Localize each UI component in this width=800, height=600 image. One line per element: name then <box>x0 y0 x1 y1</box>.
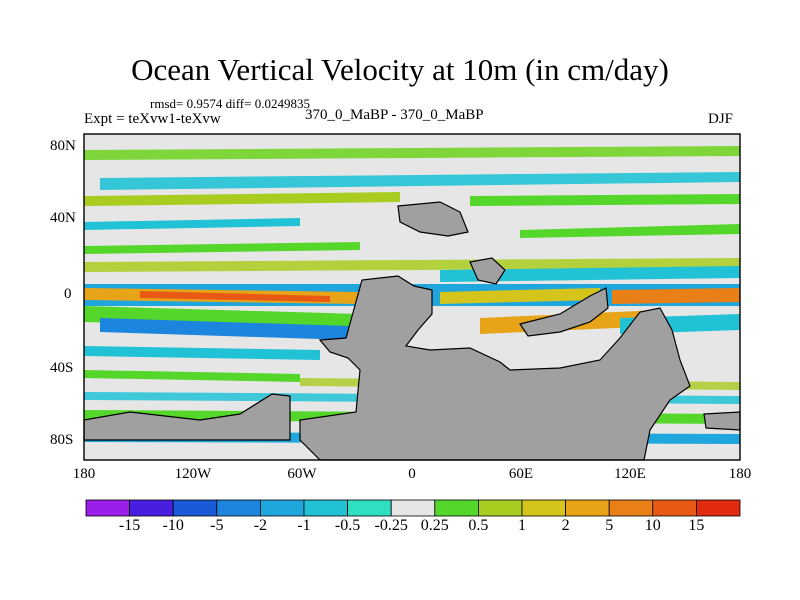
contour-band <box>100 318 350 340</box>
colorbar-label: 2 <box>561 517 570 534</box>
contour-band <box>100 172 740 190</box>
experiment-label: Expt = teXvw1-teXvw <box>84 111 221 127</box>
colorbar-label: -5 <box>210 517 224 534</box>
lat-label-40n: 40N <box>50 210 76 226</box>
lon-label-0: 0 <box>408 466 416 482</box>
colorbar-label: 0.25 <box>420 517 449 534</box>
colorbar-label: -2 <box>253 517 268 534</box>
lon-label-120w: 120W <box>174 466 212 482</box>
lon-label-120e: 120E <box>614 466 646 482</box>
lon-label-180e: 180 <box>728 466 752 482</box>
contour-band <box>140 291 330 302</box>
colorbar-swatch <box>347 499 392 517</box>
lat-label-80s: 80S <box>50 432 74 448</box>
landmass-antarctic-east <box>703 411 741 431</box>
contour-band <box>470 194 740 206</box>
colorbar-swatch <box>259 499 305 517</box>
colorbar-swatch <box>390 499 436 517</box>
colorbar-label: -0.25 <box>374 517 408 534</box>
colorbar-swatch <box>85 499 130 517</box>
colorbar-swatch <box>129 499 174 517</box>
colorbar-label: -10 <box>162 517 184 534</box>
contour-band <box>440 266 740 282</box>
contour-band <box>84 242 360 254</box>
colorbar-swatch <box>652 499 697 517</box>
lat-label-0: 0 <box>64 286 72 302</box>
landmass-africa-south-america <box>299 275 691 461</box>
stats-label: rmsd= 0.9574 diff= 0.0249835 <box>150 96 310 111</box>
lon-label-60e: 60E <box>508 466 534 482</box>
contour-band <box>84 218 300 230</box>
colorbar-swatch <box>303 499 348 517</box>
colorbar-swatch <box>216 499 261 517</box>
season-label: DJF <box>708 111 734 127</box>
landmass-antarctic-west <box>83 393 291 441</box>
lat-label-40s: 40S <box>50 360 74 376</box>
contour-band <box>84 370 300 382</box>
colorbar-swatch <box>172 499 218 517</box>
land-masses <box>83 201 741 461</box>
colorbar-label: 15 <box>688 517 705 534</box>
contour-band <box>612 288 740 304</box>
contour-band <box>440 288 600 304</box>
colorbar-label: 0.5 <box>468 517 489 534</box>
contour-band <box>84 146 740 160</box>
colorbar-swatch <box>565 499 610 517</box>
colorbar-label: 5 <box>605 517 614 534</box>
contour-band <box>84 346 320 360</box>
lat-label-80n: 80N <box>50 138 76 154</box>
colorbar-swatch <box>477 499 523 517</box>
period-label: 370_0_MaBP - 370_0_MaBP <box>305 107 484 123</box>
colorbar-swatch <box>434 499 479 517</box>
lon-label-60w: 60W <box>287 466 317 482</box>
colorbar-label: -1 <box>297 517 311 534</box>
figure-title: Ocean Vertical Velocity at 10m (in cm/da… <box>131 52 669 87</box>
contour-band <box>520 224 740 238</box>
colorbar-swatch <box>608 499 654 517</box>
colorbar-label: 10 <box>644 517 661 534</box>
colorbar-swatch <box>696 499 741 517</box>
contour-band <box>84 192 400 206</box>
landmass-europe <box>397 201 469 237</box>
landmass-maritime <box>519 287 609 337</box>
colorbar-label: 1 <box>518 517 526 534</box>
colorbar-label: -0.5 <box>334 517 361 534</box>
colorbar <box>85 499 741 517</box>
map-frame <box>83 133 741 461</box>
colorbar-label: -15 <box>118 517 141 534</box>
colorbar-swatch <box>521 499 566 517</box>
lon-label-180w: 180 <box>72 466 96 482</box>
landmass-asia-small <box>469 257 506 285</box>
